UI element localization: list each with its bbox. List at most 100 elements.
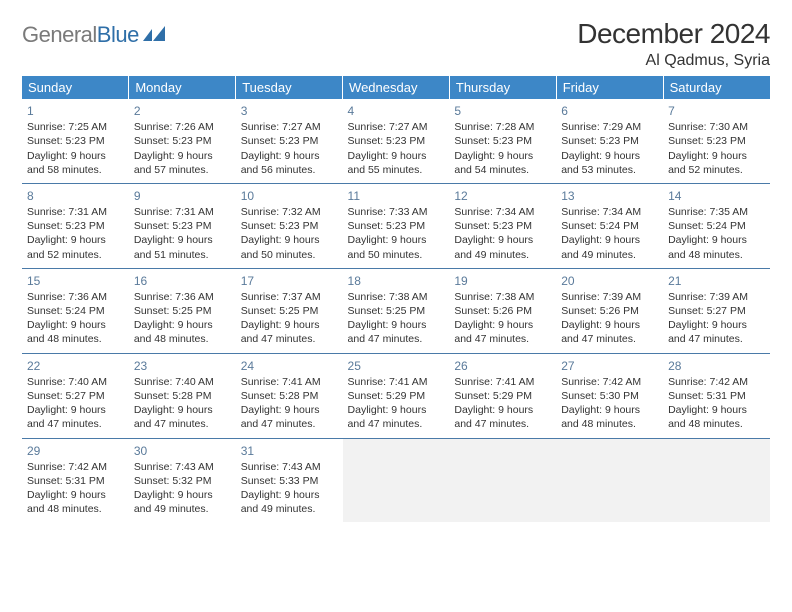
calendar-week-row: 22Sunrise: 7:40 AMSunset: 5:27 PMDayligh… <box>22 353 770 438</box>
calendar-day-cell <box>663 438 770 522</box>
sunrise-line: Sunrise: 7:40 AM <box>27 375 124 389</box>
calendar-day-cell: 13Sunrise: 7:34 AMSunset: 5:24 PMDayligh… <box>556 183 663 268</box>
sunrise-line: Sunrise: 7:27 AM <box>241 120 338 134</box>
logo-text: GeneralBlue <box>22 22 139 48</box>
daylight-line: Daylight: 9 hours and 49 minutes. <box>134 488 231 516</box>
calendar-day-cell: 6Sunrise: 7:29 AMSunset: 5:23 PMDaylight… <box>556 99 663 183</box>
day-number: 1 <box>27 101 124 119</box>
day-number: 5 <box>454 101 551 119</box>
weekday-header: Thursday <box>449 76 556 99</box>
day-number: 29 <box>27 441 124 459</box>
sunrise-line: Sunrise: 7:32 AM <box>241 205 338 219</box>
calendar-day-cell <box>556 438 663 522</box>
daylight-line: Daylight: 9 hours and 48 minutes. <box>668 233 765 261</box>
daylight-line: Daylight: 9 hours and 50 minutes. <box>348 233 445 261</box>
sunset-line: Sunset: 5:27 PM <box>27 389 124 403</box>
day-number: 28 <box>668 356 765 374</box>
sunrise-line: Sunrise: 7:43 AM <box>241 460 338 474</box>
daylight-line: Daylight: 9 hours and 56 minutes. <box>241 149 338 177</box>
weekday-header: Saturday <box>663 76 770 99</box>
calendar-day-cell: 16Sunrise: 7:36 AMSunset: 5:25 PMDayligh… <box>129 268 236 353</box>
calendar-day-cell: 11Sunrise: 7:33 AMSunset: 5:23 PMDayligh… <box>343 183 450 268</box>
sunrise-line: Sunrise: 7:30 AM <box>668 120 765 134</box>
day-number: 15 <box>27 271 124 289</box>
daylight-line: Daylight: 9 hours and 54 minutes. <box>454 149 551 177</box>
calendar-day-cell: 20Sunrise: 7:39 AMSunset: 5:26 PMDayligh… <box>556 268 663 353</box>
daylight-line: Daylight: 9 hours and 51 minutes. <box>134 233 231 261</box>
sunset-line: Sunset: 5:24 PM <box>27 304 124 318</box>
daylight-line: Daylight: 9 hours and 48 minutes. <box>27 318 124 346</box>
day-number: 31 <box>241 441 338 459</box>
calendar-day-cell: 23Sunrise: 7:40 AMSunset: 5:28 PMDayligh… <box>129 353 236 438</box>
daylight-line: Daylight: 9 hours and 47 minutes. <box>241 403 338 431</box>
sunset-line: Sunset: 5:23 PM <box>454 134 551 148</box>
calendar-day-cell: 30Sunrise: 7:43 AMSunset: 5:32 PMDayligh… <box>129 438 236 522</box>
sunrise-line: Sunrise: 7:41 AM <box>454 375 551 389</box>
calendar-body: 1Sunrise: 7:25 AMSunset: 5:23 PMDaylight… <box>22 99 770 522</box>
day-number: 11 <box>348 186 445 204</box>
day-number: 3 <box>241 101 338 119</box>
calendar-day-cell: 31Sunrise: 7:43 AMSunset: 5:33 PMDayligh… <box>236 438 343 522</box>
sunrise-line: Sunrise: 7:35 AM <box>668 205 765 219</box>
sunset-line: Sunset: 5:29 PM <box>454 389 551 403</box>
sunset-line: Sunset: 5:23 PM <box>348 219 445 233</box>
day-number: 27 <box>561 356 658 374</box>
calendar-day-cell: 28Sunrise: 7:42 AMSunset: 5:31 PMDayligh… <box>663 353 770 438</box>
calendar-day-cell: 1Sunrise: 7:25 AMSunset: 5:23 PMDaylight… <box>22 99 129 183</box>
day-number: 7 <box>668 101 765 119</box>
day-number: 9 <box>134 186 231 204</box>
daylight-line: Daylight: 9 hours and 49 minutes. <box>454 233 551 261</box>
daylight-line: Daylight: 9 hours and 49 minutes. <box>561 233 658 261</box>
sunset-line: Sunset: 5:25 PM <box>348 304 445 318</box>
calendar-day-cell: 29Sunrise: 7:42 AMSunset: 5:31 PMDayligh… <box>22 438 129 522</box>
day-number: 23 <box>134 356 231 374</box>
sunrise-line: Sunrise: 7:43 AM <box>134 460 231 474</box>
daylight-line: Daylight: 9 hours and 47 minutes. <box>561 318 658 346</box>
sunset-line: Sunset: 5:31 PM <box>668 389 765 403</box>
day-number: 19 <box>454 271 551 289</box>
sunset-line: Sunset: 5:26 PM <box>454 304 551 318</box>
daylight-line: Daylight: 9 hours and 58 minutes. <box>27 149 124 177</box>
day-number: 25 <box>348 356 445 374</box>
page-title: December 2024 <box>577 18 770 50</box>
calendar-week-row: 8Sunrise: 7:31 AMSunset: 5:23 PMDaylight… <box>22 183 770 268</box>
sunset-line: Sunset: 5:23 PM <box>27 134 124 148</box>
sunset-line: Sunset: 5:28 PM <box>134 389 231 403</box>
sunset-line: Sunset: 5:27 PM <box>668 304 765 318</box>
daylight-line: Daylight: 9 hours and 57 minutes. <box>134 149 231 177</box>
day-number: 4 <box>348 101 445 119</box>
calendar-week-row: 15Sunrise: 7:36 AMSunset: 5:24 PMDayligh… <box>22 268 770 353</box>
day-number: 18 <box>348 271 445 289</box>
calendar-day-cell: 17Sunrise: 7:37 AMSunset: 5:25 PMDayligh… <box>236 268 343 353</box>
day-number: 13 <box>561 186 658 204</box>
calendar-day-cell: 21Sunrise: 7:39 AMSunset: 5:27 PMDayligh… <box>663 268 770 353</box>
sunset-line: Sunset: 5:30 PM <box>561 389 658 403</box>
calendar-day-cell: 26Sunrise: 7:41 AMSunset: 5:29 PMDayligh… <box>449 353 556 438</box>
sunrise-line: Sunrise: 7:38 AM <box>348 290 445 304</box>
calendar-day-cell: 8Sunrise: 7:31 AMSunset: 5:23 PMDaylight… <box>22 183 129 268</box>
calendar-day-cell: 5Sunrise: 7:28 AMSunset: 5:23 PMDaylight… <box>449 99 556 183</box>
sunset-line: Sunset: 5:23 PM <box>668 134 765 148</box>
sunset-line: Sunset: 5:23 PM <box>454 219 551 233</box>
page-subtitle: Al Qadmus, Syria <box>577 52 770 70</box>
calendar-day-cell: 2Sunrise: 7:26 AMSunset: 5:23 PMDaylight… <box>129 99 236 183</box>
sunset-line: Sunset: 5:26 PM <box>561 304 658 318</box>
sunrise-line: Sunrise: 7:39 AM <box>668 290 765 304</box>
weekday-header: Tuesday <box>236 76 343 99</box>
sunrise-line: Sunrise: 7:36 AM <box>27 290 124 304</box>
weekday-header: Sunday <box>22 76 129 99</box>
sunset-line: Sunset: 5:24 PM <box>561 219 658 233</box>
calendar-week-row: 29Sunrise: 7:42 AMSunset: 5:31 PMDayligh… <box>22 438 770 522</box>
weekday-header: Monday <box>129 76 236 99</box>
daylight-line: Daylight: 9 hours and 47 minutes. <box>348 318 445 346</box>
sunrise-line: Sunrise: 7:29 AM <box>561 120 658 134</box>
day-number: 26 <box>454 356 551 374</box>
day-number: 24 <box>241 356 338 374</box>
sunrise-line: Sunrise: 7:41 AM <box>348 375 445 389</box>
sunset-line: Sunset: 5:23 PM <box>561 134 658 148</box>
day-number: 10 <box>241 186 338 204</box>
sunset-line: Sunset: 5:23 PM <box>241 134 338 148</box>
day-number: 2 <box>134 101 231 119</box>
sunset-line: Sunset: 5:23 PM <box>241 219 338 233</box>
calendar-day-cell: 4Sunrise: 7:27 AMSunset: 5:23 PMDaylight… <box>343 99 450 183</box>
